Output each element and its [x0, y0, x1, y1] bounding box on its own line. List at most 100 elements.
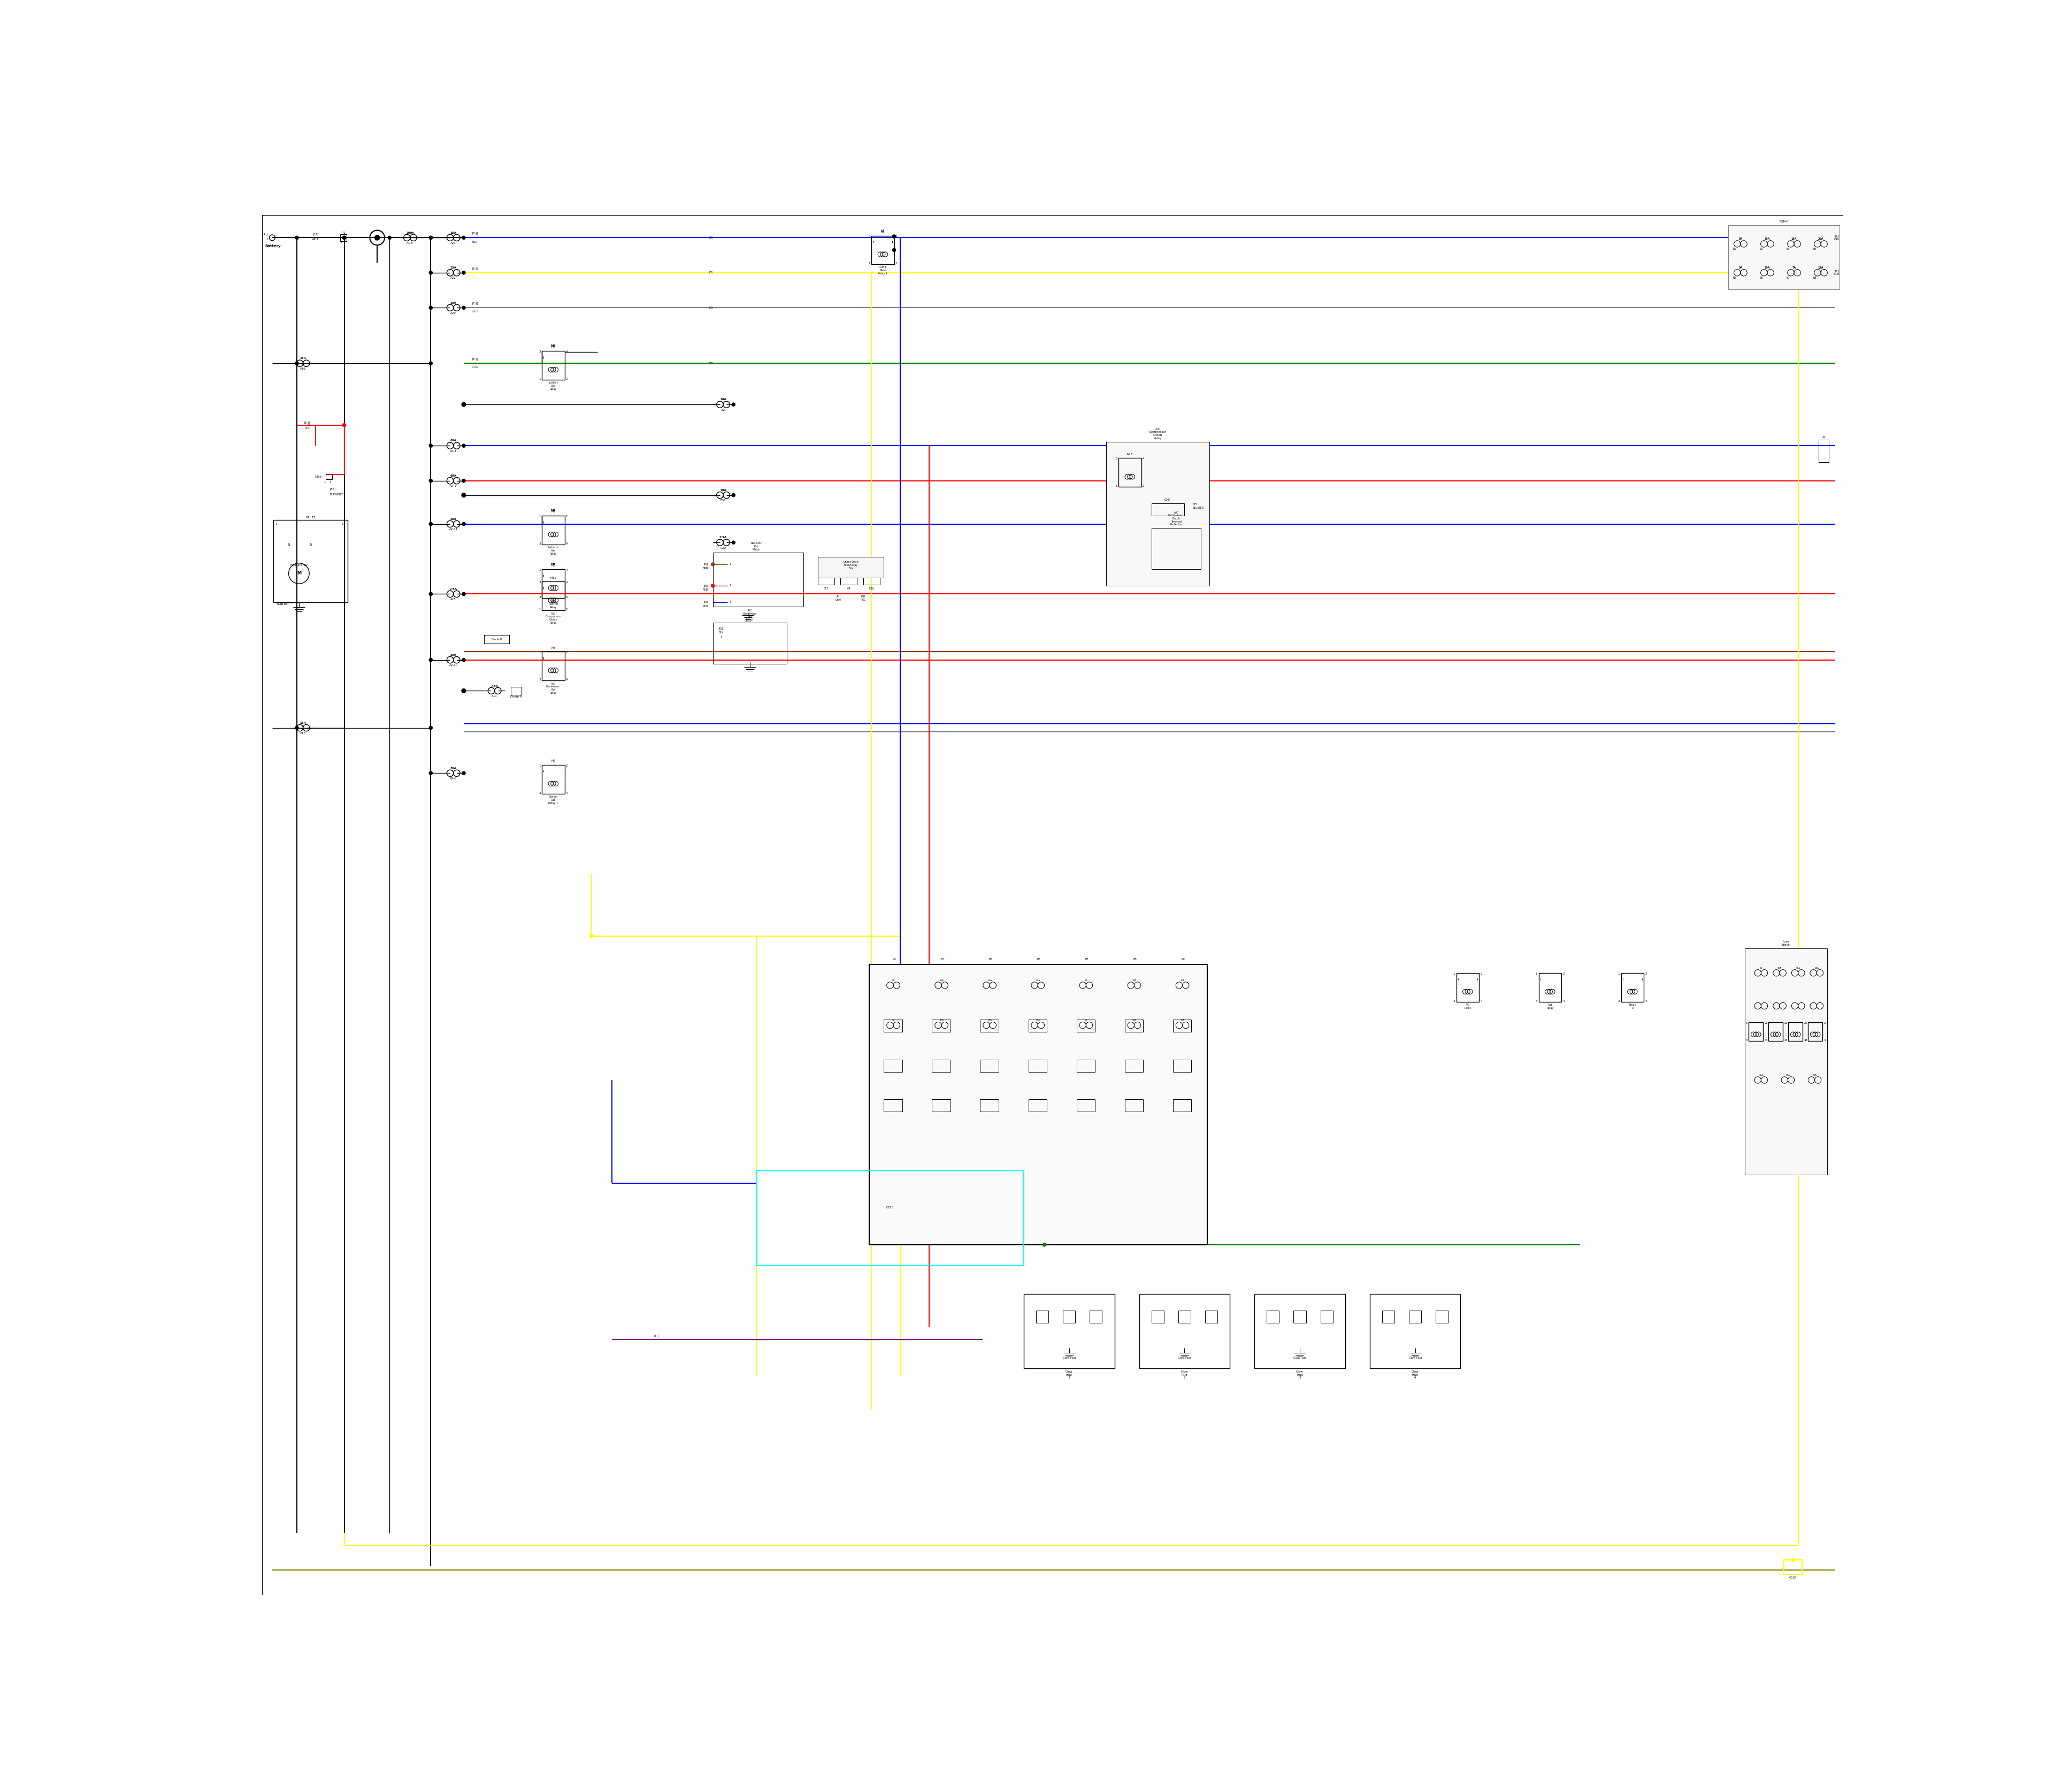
- Text: 20A: 20A: [450, 518, 456, 520]
- Circle shape: [462, 444, 466, 448]
- Circle shape: [429, 772, 433, 774]
- Circle shape: [429, 237, 433, 240]
- Text: 15A: 15A: [988, 978, 992, 982]
- Bar: [1621, 973, 1643, 1002]
- Bar: [1370, 1294, 1460, 1369]
- Text: PGM-F
Main
Relay 1: PGM-F Main Relay 1: [877, 267, 887, 274]
- Text: M8: M8: [550, 564, 555, 566]
- Text: RED: RED: [702, 588, 709, 591]
- Bar: [1152, 504, 1185, 516]
- Bar: [1126, 1098, 1144, 1111]
- Text: A2-6: A2-6: [450, 778, 456, 780]
- Text: L5: L5: [881, 229, 885, 231]
- Text: BLK/WHT: BLK/WHT: [331, 493, 343, 496]
- Text: B2: B2: [721, 409, 725, 410]
- Text: G107: G107: [1789, 1577, 1797, 1579]
- Text: P5: P5: [988, 959, 992, 961]
- Bar: [1023, 1294, 1115, 1369]
- Circle shape: [388, 237, 390, 240]
- Text: Glow Plug: Glow Plug: [1294, 1357, 1306, 1360]
- Circle shape: [374, 235, 380, 240]
- Bar: [1382, 1310, 1395, 1322]
- Text: 20A: 20A: [1818, 238, 1824, 240]
- Text: [E-J]: [E-J]: [304, 421, 310, 425]
- Bar: [756, 1170, 1023, 1265]
- Text: C406: C406: [314, 475, 322, 478]
- Text: 15A: 15A: [1181, 978, 1185, 982]
- Text: Fan
Control
Relay: Fan Control Relay: [548, 600, 559, 609]
- Text: A1: A1: [1822, 435, 1826, 439]
- Text: 10A: 10A: [1764, 238, 1771, 240]
- Text: MFI
BLU/RED: MFI BLU/RED: [1193, 504, 1204, 509]
- Text: 10A: 10A: [1132, 1020, 1136, 1021]
- Text: D1: D1: [709, 237, 713, 238]
- Bar: [1768, 1023, 1783, 1041]
- Bar: [933, 1020, 951, 1032]
- Bar: [341, 235, 347, 240]
- Text: 10A: 10A: [939, 1020, 943, 1021]
- Text: M: M: [296, 572, 302, 575]
- Circle shape: [429, 237, 433, 240]
- Text: [E-J]: [E-J]: [472, 267, 479, 271]
- Text: [E-J]: [E-J]: [472, 303, 479, 305]
- Bar: [1173, 1098, 1191, 1111]
- Text: P9: P9: [1181, 959, 1185, 961]
- Text: BRN: BRN: [702, 566, 709, 570]
- Bar: [1076, 1020, 1095, 1032]
- Bar: [542, 570, 565, 599]
- Bar: [1107, 441, 1210, 586]
- Text: P4: P4: [891, 959, 896, 961]
- Text: 30A: 30A: [450, 767, 456, 769]
- Text: B31: B31: [721, 500, 725, 502]
- Bar: [1744, 948, 1826, 1176]
- Text: 10A: 10A: [721, 398, 727, 401]
- Bar: [327, 475, 333, 480]
- Circle shape: [429, 271, 433, 274]
- Text: C225: C225: [885, 1206, 893, 1210]
- Bar: [1267, 1310, 1280, 1322]
- Circle shape: [429, 478, 433, 482]
- Circle shape: [429, 658, 433, 661]
- Bar: [817, 557, 883, 577]
- Bar: [1119, 459, 1142, 487]
- Circle shape: [429, 362, 433, 366]
- Text: A22: A22: [450, 276, 456, 280]
- Text: B7: B7: [1787, 276, 1789, 280]
- Text: 15A: 15A: [988, 1020, 992, 1021]
- Text: WHT: WHT: [472, 310, 479, 314]
- Text: 5A: 5A: [891, 1020, 896, 1021]
- Text: Magnetic S/V: Magnetic S/V: [290, 564, 308, 566]
- Text: D1: D1: [709, 271, 713, 274]
- Text: [B:]
ORh: [B:] ORh: [1834, 235, 1838, 240]
- Text: [EJ]: [EJ]: [702, 600, 709, 604]
- Text: 7.5A: 7.5A: [450, 588, 458, 590]
- Text: Glow
Plug
4: Glow Plug 4: [1411, 1371, 1419, 1380]
- Text: Glow Plug: Glow Plug: [1409, 1357, 1421, 1360]
- Bar: [1029, 1059, 1048, 1072]
- Bar: [1409, 1310, 1421, 1322]
- Text: B1: B1: [1734, 247, 1736, 251]
- Bar: [1076, 1059, 1095, 1072]
- Circle shape: [296, 362, 298, 366]
- Circle shape: [296, 237, 298, 240]
- Circle shape: [891, 249, 896, 251]
- Circle shape: [462, 593, 466, 595]
- Bar: [542, 516, 565, 545]
- Text: 15A: 15A: [450, 267, 456, 269]
- Circle shape: [429, 726, 433, 729]
- Bar: [1029, 1020, 1048, 1032]
- Circle shape: [429, 444, 433, 448]
- Bar: [980, 1020, 998, 1032]
- Text: YEL: YEL: [861, 599, 865, 602]
- Text: [EJ]: [EJ]: [719, 627, 723, 631]
- Text: [E1]: [E1]: [312, 233, 318, 237]
- Text: 15A: 15A: [1795, 968, 1799, 969]
- Bar: [1126, 1059, 1144, 1072]
- Bar: [1727, 226, 1838, 289]
- Bar: [1173, 1059, 1191, 1072]
- Bar: [1808, 1023, 1822, 1041]
- Text: PGM-F: PGM-F: [1779, 220, 1789, 224]
- Text: Radiator
Fan
Relay: Radiator Fan Relay: [548, 547, 559, 556]
- Text: M8: M8: [550, 563, 555, 566]
- Bar: [542, 351, 565, 380]
